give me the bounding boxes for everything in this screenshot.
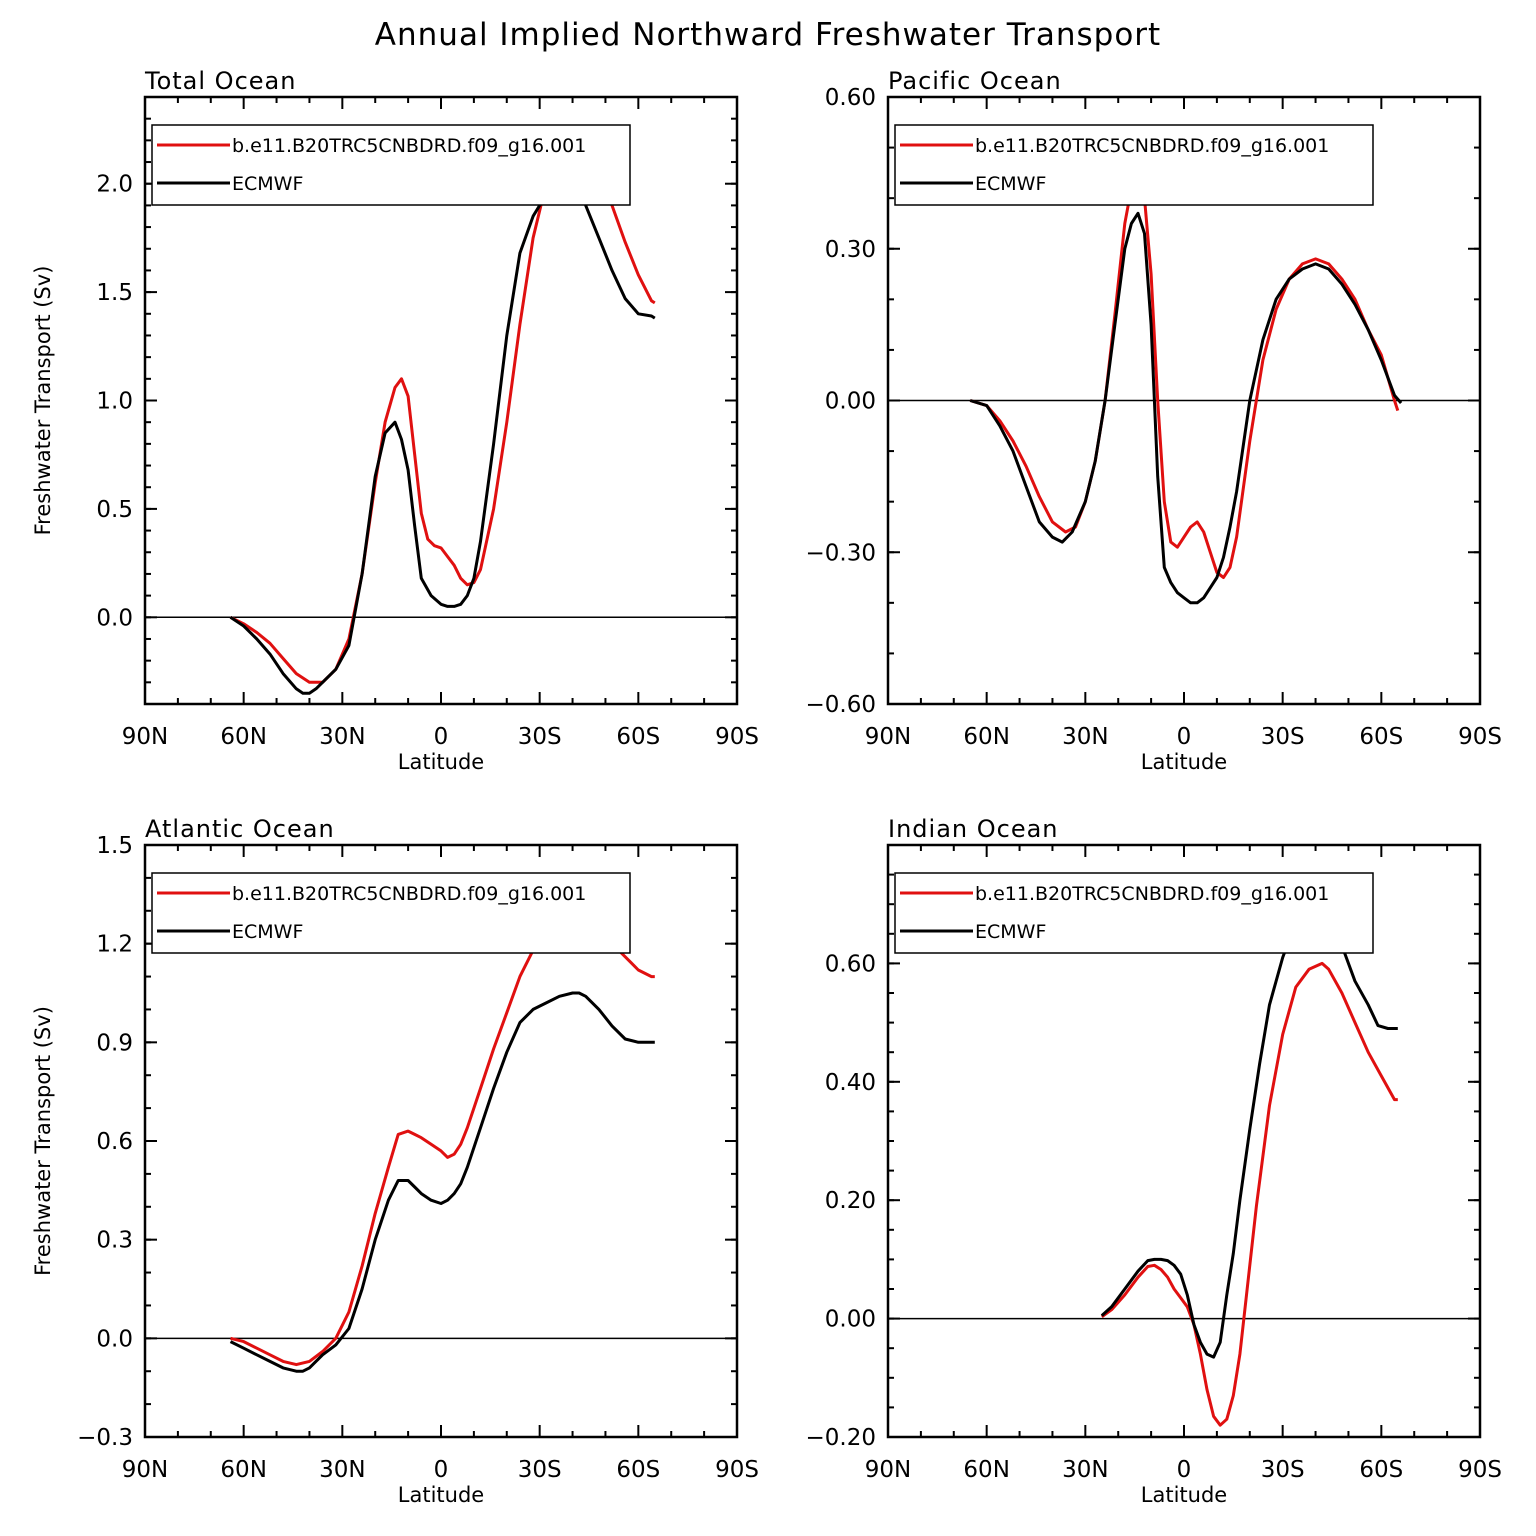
x-tick-label: 90S bbox=[1458, 724, 1502, 750]
x-tick-label: 60N bbox=[220, 1457, 266, 1483]
y-tick-label: 0.5 bbox=[96, 497, 133, 523]
y-tick-label: −0.3 bbox=[77, 1425, 133, 1451]
series-line-ecmwf bbox=[229, 991, 655, 1373]
plot-frame bbox=[886, 843, 1482, 1439]
y-tick-label: 0.3 bbox=[96, 1228, 133, 1254]
legend-entry: ECMWF bbox=[975, 921, 1046, 943]
x-tick-label: 60S bbox=[1359, 724, 1403, 750]
plot-frame bbox=[886, 95, 1482, 706]
y-tick-label: −0.20 bbox=[806, 1425, 876, 1451]
x-tick-label: 60S bbox=[616, 724, 660, 750]
legend-entry: b.e11.B20TRC5CNBDRD.f09_g16.001 bbox=[975, 135, 1329, 157]
y-axis-label: Freshwater Transport (Sv) bbox=[31, 266, 55, 536]
legend-box bbox=[894, 124, 1374, 206]
series-line-model bbox=[230, 915, 655, 1367]
y-tick-label: 1.5 bbox=[96, 280, 133, 306]
x-tick-label: 0 bbox=[434, 724, 449, 750]
panel-title: Atlantic Ocean bbox=[145, 815, 335, 843]
y-tick-label: 2.0 bbox=[96, 172, 133, 198]
x-axis-label: Latitude bbox=[1141, 1483, 1227, 1507]
y-tick-label: 0.60 bbox=[825, 951, 876, 977]
x-tick-label: 30S bbox=[518, 1457, 562, 1483]
x-tick-label: 60N bbox=[963, 724, 1009, 750]
x-tick-label: 30N bbox=[319, 1457, 365, 1483]
y-tick-label: 0.6 bbox=[96, 1129, 133, 1155]
y-tick-label: 0.00 bbox=[825, 1307, 876, 1333]
legend-entry: ECMWF bbox=[975, 173, 1046, 195]
panel-title: Indian Ocean bbox=[888, 815, 1059, 843]
y-axis-label: Freshwater Transport (Sv) bbox=[31, 1006, 55, 1276]
series-line-model bbox=[1100, 961, 1398, 1427]
x-tick-label: 90S bbox=[715, 724, 759, 750]
series-line-ecmwf bbox=[969, 211, 1403, 605]
x-tick-label: 60S bbox=[616, 1457, 660, 1483]
y-tick-label: 0.00 bbox=[825, 389, 876, 415]
y-tick-label: 0.0 bbox=[96, 605, 133, 631]
legend-entry: ECMWF bbox=[232, 921, 303, 943]
legend-entry: b.e11.B20TRC5CNBDRD.f09_g16.001 bbox=[232, 883, 586, 905]
y-tick-label: 0.20 bbox=[825, 1188, 876, 1214]
x-tick-label: 30S bbox=[1261, 724, 1305, 750]
series-line-ecmwf bbox=[229, 180, 656, 695]
figure-title: Annual Implied Northward Freshwater Tran… bbox=[375, 17, 1161, 53]
y-tick-label: 1.0 bbox=[96, 389, 133, 415]
x-tick-label: 30S bbox=[518, 724, 562, 750]
x-tick-label: 90N bbox=[865, 1457, 911, 1483]
panel-atlantic-ocean: Atlantic Ocean 90N 60N 30N 0 30S 60S 90S 1.5 1.2 0… bbox=[31, 815, 759, 1507]
x-tick-label: 0 bbox=[1177, 1457, 1192, 1483]
panel-pacific-ocean: Pacific Ocean 90N 60N 30N 0 30S 60S 90S 0.60 0.30… bbox=[806, 67, 1502, 774]
x-axis-label: Latitude bbox=[398, 750, 484, 774]
plot-frame bbox=[143, 95, 739, 706]
x-tick-label: 90N bbox=[865, 724, 911, 750]
x-tick-label: 0 bbox=[434, 1457, 449, 1483]
series-line-model bbox=[969, 181, 1400, 579]
legend-box bbox=[151, 124, 631, 206]
legend-entry: ECMWF bbox=[232, 173, 303, 195]
plot-frame bbox=[143, 843, 739, 1439]
x-tick-label: 90N bbox=[122, 724, 168, 750]
y-tick-label: 0.9 bbox=[96, 1030, 133, 1056]
panel-indian-ocean: Indian Ocean 90N 60N 30N 0 30S 60S 90S 0.60 0.40 0… bbox=[806, 815, 1502, 1507]
legend-entry: b.e11.B20TRC5CNBDRD.f09_g16.001 bbox=[975, 883, 1329, 905]
series-line-ecmwf bbox=[1100, 899, 1398, 1359]
x-tick-label: 60N bbox=[963, 1457, 1009, 1483]
y-tick-label: −0.30 bbox=[806, 540, 876, 566]
x-tick-label: 30S bbox=[1261, 1457, 1305, 1483]
x-axis-label: Latitude bbox=[398, 1483, 484, 1507]
x-axis-label: Latitude bbox=[1141, 750, 1227, 774]
panel-title: Pacific Ocean bbox=[888, 67, 1062, 95]
legend-box bbox=[894, 872, 1374, 954]
x-tick-label: 0 bbox=[1177, 724, 1192, 750]
x-tick-label: 30N bbox=[1062, 724, 1108, 750]
series-line-model bbox=[229, 147, 656, 684]
panels-group: Total Ocean 90N 60N 30N 0 30S 60S 90S 0.0 0.5 1.0 1… bbox=[31, 67, 1502, 1507]
y-tick-label: 1.5 bbox=[96, 833, 133, 859]
panel-total-ocean: Total Ocean 90N 60N 30N 0 30S 60S 90S 0.0 0.5 1.0 1… bbox=[31, 67, 759, 774]
x-tick-label: 90N bbox=[122, 1457, 168, 1483]
panel-title: Total Ocean bbox=[144, 67, 296, 95]
x-tick-label: 30N bbox=[319, 724, 365, 750]
y-tick-label: 1.2 bbox=[96, 932, 133, 958]
y-tick-label: 0.40 bbox=[825, 1070, 876, 1096]
legend-box bbox=[151, 872, 631, 954]
x-tick-label: 30N bbox=[1062, 1457, 1108, 1483]
legend-entry: b.e11.B20TRC5CNBDRD.f09_g16.001 bbox=[232, 135, 586, 157]
x-tick-label: 90S bbox=[1458, 1457, 1502, 1483]
x-tick-label: 90S bbox=[715, 1457, 759, 1483]
y-tick-label: 0.30 bbox=[825, 237, 876, 263]
y-tick-label: 0.60 bbox=[825, 85, 876, 111]
x-tick-label: 60N bbox=[220, 724, 266, 750]
y-tick-label: −0.60 bbox=[806, 692, 876, 718]
y-tick-label: 0.0 bbox=[96, 1326, 133, 1352]
x-tick-label: 60S bbox=[1359, 1457, 1403, 1483]
